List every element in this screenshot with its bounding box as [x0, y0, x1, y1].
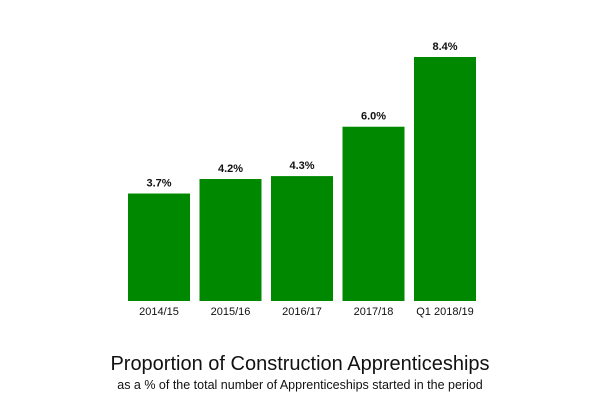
chart-title: Proportion of Construction Apprenticeshi… — [110, 353, 490, 375]
data-label: 4.2% — [218, 163, 243, 175]
x-axis-tick-labels: 2014/15 2015/16 2016/17 2017/18 Q1 2018/19 — [139, 306, 474, 318]
data-label: 6.0% — [361, 111, 386, 123]
x-tick-label: Q1 2018/19 — [416, 306, 474, 318]
data-labels-group: 3.7% 4.2% 4.3% 6.0% 8.4% — [146, 41, 457, 190]
x-tick-label: 2014/15 — [139, 306, 179, 318]
bar-q1-2018-19 — [414, 57, 476, 301]
bar-2014-15 — [128, 193, 190, 301]
x-tick-label: 2016/17 — [282, 306, 322, 318]
bar-2015-16 — [199, 179, 262, 301]
x-tick-label: 2015/16 — [211, 306, 251, 318]
data-label: 4.3% — [289, 160, 314, 172]
data-label: 8.4% — [432, 41, 457, 53]
bar-2017-18 — [342, 126, 405, 301]
x-tick-label: 2017/18 — [354, 306, 394, 318]
title-block: Proportion of Construction Apprenticeshi… — [0, 352, 600, 393]
chart-subtitle: as a % of the total number of Apprentice… — [117, 378, 483, 392]
bars-group — [128, 57, 476, 301]
data-label: 3.7% — [146, 178, 171, 190]
bar-2016-17 — [271, 176, 333, 301]
